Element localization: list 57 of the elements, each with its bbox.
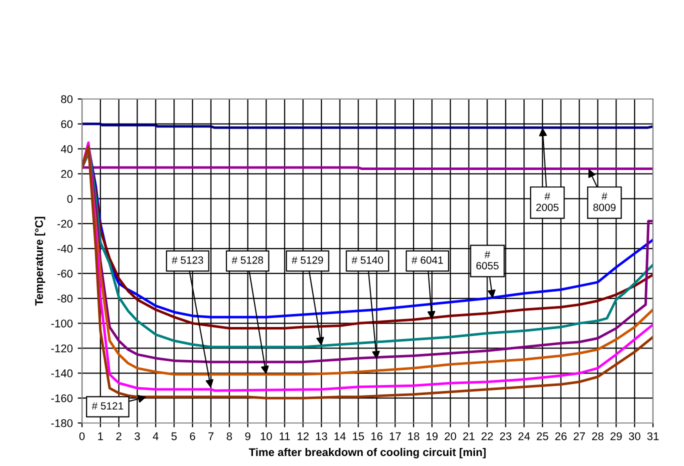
y-tick-label: -120 bbox=[51, 344, 73, 352]
x-axis-title: Time after breakdown of cooling circuit [min] bbox=[248, 448, 486, 458]
x-tick-label: 16 bbox=[371, 432, 382, 440]
x-tick-label: 13 bbox=[316, 432, 328, 440]
x-tick-label: 15 bbox=[352, 432, 364, 440]
x-tick-label: 6 bbox=[190, 432, 196, 440]
x-tick-label: 7 bbox=[208, 432, 214, 440]
x-tick-label: 9 bbox=[245, 432, 250, 440]
y-tick-label: -180 bbox=[51, 419, 73, 428]
y-tick-label: 80 bbox=[61, 95, 73, 104]
x-tick-label: 22 bbox=[482, 432, 493, 440]
x-tick-label: 4 bbox=[152, 432, 158, 440]
y-tick-label: -40 bbox=[57, 244, 73, 253]
x-tick-label: 23 bbox=[500, 432, 512, 440]
x-tick-label: 30 bbox=[628, 432, 640, 440]
y-tick-label: 60 bbox=[61, 120, 73, 128]
annotation: # 8009 bbox=[593, 192, 616, 212]
y-tick-label: -140 bbox=[51, 369, 73, 378]
x-tick-label: 24 bbox=[518, 432, 530, 440]
x-tick-label: 2 bbox=[116, 432, 122, 440]
x-tick-label: 14 bbox=[334, 432, 346, 440]
x-tick-label: 20 bbox=[444, 432, 456, 440]
x-tick-label: 21 bbox=[463, 432, 474, 440]
annotation: # 5129 bbox=[292, 256, 323, 264]
y-tick-label: 20 bbox=[61, 170, 73, 178]
annotation: # 5128 bbox=[232, 256, 264, 264]
x-tick-label: 28 bbox=[592, 432, 604, 440]
x-tick-label: 3 bbox=[134, 432, 140, 440]
annotation: # 5123 bbox=[172, 256, 204, 264]
annotation: # 6055 bbox=[476, 250, 499, 270]
x-tick-label: 19 bbox=[426, 432, 438, 440]
annotation: # 5140 bbox=[352, 256, 384, 264]
x-tick-label: 8 bbox=[226, 432, 232, 440]
x-tick-label: 12 bbox=[298, 432, 309, 440]
y-tick-label: 40 bbox=[60, 145, 73, 153]
annotation: # 2005 bbox=[536, 192, 559, 212]
x-tick-label: 17 bbox=[390, 432, 401, 440]
x-tick-label: 1 bbox=[98, 432, 103, 440]
y-tick-label: -20 bbox=[57, 220, 73, 228]
annotation: # 5121 bbox=[92, 402, 124, 410]
y-tick-label: -100 bbox=[51, 320, 73, 328]
x-tick-label: 27 bbox=[574, 432, 585, 440]
y-tick-label: -160 bbox=[51, 394, 73, 402]
x-tick-label: 25 bbox=[536, 432, 548, 440]
x-tick-label: 29 bbox=[610, 432, 622, 440]
annotation: # 6041 bbox=[412, 256, 443, 264]
x-tick-label: 5 bbox=[171, 432, 177, 440]
x-tick-label: 0 bbox=[79, 432, 85, 440]
x-tick-label: 18 bbox=[408, 432, 420, 440]
y-tick-label: -60 bbox=[57, 270, 73, 278]
x-tick-label: 11 bbox=[280, 432, 290, 440]
x-tick-label: 10 bbox=[260, 432, 272, 440]
y-axis-title: Temperature [°C] bbox=[34, 216, 46, 306]
x-tick-label: 31 bbox=[647, 432, 659, 440]
x-tick-label: 26 bbox=[555, 432, 567, 440]
y-tick-label: -80 bbox=[57, 294, 73, 303]
y-tick-label: 0 bbox=[67, 194, 73, 203]
